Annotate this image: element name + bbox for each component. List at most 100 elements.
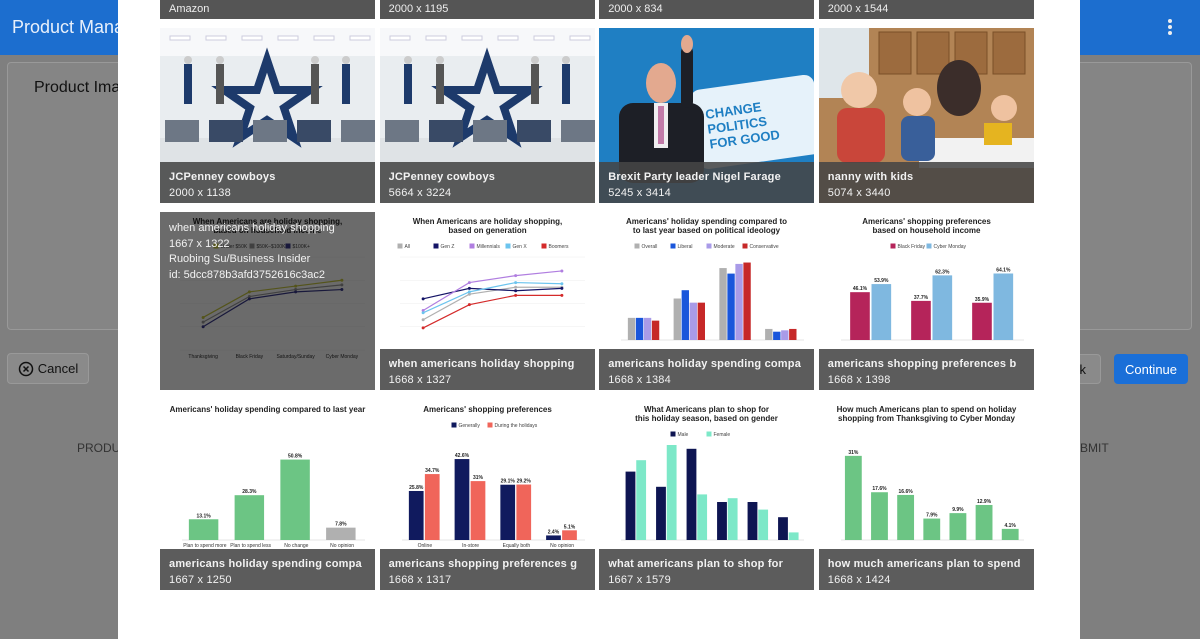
image-tile[interactable]: Americans' holiday spending compared to t… (599, 212, 815, 390)
child-body (900, 116, 935, 161)
image-title: Brexit Party leader Nigel Farage (608, 171, 781, 183)
category-label: Plan to spend more (183, 543, 227, 549)
image-tile[interactable]: JCPenney cowboys 5664 x 3224 (379, 28, 595, 203)
value-label: 29.1% (500, 479, 515, 485)
cabinet (878, 31, 912, 75)
image-tile[interactable]: What Americans plan to shop for this holi… (599, 400, 815, 590)
bar (499, 484, 515, 540)
thumb-title: based on household income (872, 226, 981, 235)
rack (516, 120, 551, 142)
image-tile[interactable]: 2000 x 834 (599, 0, 815, 19)
bar (681, 290, 690, 340)
image-tile[interactable]: JCPenney cowboys 2000 x 1138 (160, 28, 375, 203)
detail-source: Ruobing Su/Business Insider (169, 253, 311, 265)
rack (165, 120, 199, 142)
thumb-title: this holiday season, based on gender (635, 414, 778, 423)
mannequin (216, 64, 224, 104)
image-title: JCPenney cowboys (388, 171, 496, 183)
card-title: Product Ima (34, 79, 121, 96)
category-label: No opinion (330, 543, 354, 549)
caption: JCPenney cowboys 2000 x 1138 (160, 162, 375, 203)
light (389, 35, 411, 41)
bar (849, 292, 870, 340)
value-label: 31% (848, 450, 859, 456)
image-tile[interactable]: 2000 x 1195 (379, 0, 595, 19)
bar (408, 490, 424, 540)
detail-size: 1667 x 1322 (169, 237, 230, 250)
value-label: 2.4% (547, 529, 559, 535)
legend-label: Liberal (678, 244, 693, 250)
image-size: Amazon (169, 3, 210, 15)
image-title: americans shopping preferences b (827, 358, 1017, 370)
bar (910, 300, 931, 340)
cancel-button[interactable]: Cancel (7, 353, 89, 384)
bar (454, 459, 469, 540)
thumb-title: shopping from Thanksgiving to Cyber Mond… (838, 414, 1015, 423)
rack (341, 120, 375, 142)
step-label: PRODU (77, 441, 121, 455)
bar (644, 317, 652, 340)
point (559, 293, 563, 297)
caption: americans shopping preferences g 1668 x 1… (379, 549, 595, 590)
value-label: 7.9% (926, 513, 938, 519)
hover-details: when americans holiday shopping 1667 x 13… (160, 212, 375, 390)
child-head (902, 88, 931, 116)
line (422, 281, 562, 314)
bar (673, 298, 682, 340)
image-tile[interactable]: CHANGE POLITICS FOR GOOD Brexit Party leade… (599, 28, 815, 203)
bar (975, 504, 993, 540)
detail-title: when americans holiday shopping (169, 222, 335, 234)
image-size: 1667 x 1250 (169, 574, 232, 586)
light (169, 35, 191, 41)
bar (897, 494, 914, 540)
bar (747, 502, 758, 540)
point (559, 286, 563, 290)
image-size: 1668 x 1317 (388, 574, 452, 586)
detail-id: id: 5dcc878b3afd3752616c3ac2 (169, 268, 325, 281)
hand (681, 35, 694, 53)
value-label: 7.8% (335, 522, 347, 528)
image-tile[interactable]: Americans' shopping preferences based on … (818, 212, 1034, 390)
light (461, 35, 483, 41)
category-label: In-store (462, 543, 479, 549)
image-tile[interactable]: Americans' holiday spending compared to … (160, 400, 375, 590)
value-label: 35.9% (975, 297, 990, 303)
face (646, 63, 677, 103)
legend-swatch (433, 243, 439, 249)
menu-icon[interactable] (1164, 17, 1176, 37)
child-body (836, 108, 885, 163)
caption: nanny with kids 5074 x 3440 (818, 162, 1034, 203)
legend-label: Black Friday (897, 244, 925, 250)
bar (652, 320, 660, 340)
image-tile[interactable]: When Americans are holiday shopping,base… (160, 212, 375, 390)
bar (993, 273, 1013, 340)
point (421, 297, 425, 301)
continue-button[interactable]: Continue (1114, 354, 1188, 384)
caption: americans holiday spending compa 1668 x 1… (599, 349, 815, 390)
point (559, 269, 563, 273)
bar (689, 302, 698, 340)
bar (188, 519, 219, 540)
image-tile[interactable]: nanny with kids 5074 x 3440 (818, 28, 1034, 203)
light (241, 35, 263, 41)
value-label: 53.9% (874, 278, 889, 284)
point (513, 274, 517, 278)
light (425, 35, 447, 41)
image-title: what americans plan to shop for (608, 558, 784, 570)
legend-label: Generally (458, 423, 480, 429)
image-tile[interactable]: Americans' shopping preferences Generally… (379, 400, 595, 590)
line (422, 287, 562, 300)
legend-label: Conservative (750, 244, 779, 250)
image-tile[interactable]: 2000 x 1544 (818, 0, 1034, 19)
image-title: JCPenney cowboys (169, 171, 276, 183)
legend-swatch (451, 422, 457, 428)
point (421, 311, 425, 315)
image-tile[interactable]: When Americans are holiday shopping,base… (379, 212, 595, 390)
mannequin (342, 64, 350, 104)
image-tile[interactable]: Amazon (160, 0, 375, 19)
cancel-label: Cancel (37, 361, 79, 376)
image-tile[interactable]: How much Americans plan to spend on holi… (818, 400, 1034, 590)
thumb-title: When Americans are holiday shopping, (412, 217, 562, 226)
thumbnail: When Americans are holiday shopping,base… (397, 217, 585, 351)
bar (636, 460, 647, 540)
